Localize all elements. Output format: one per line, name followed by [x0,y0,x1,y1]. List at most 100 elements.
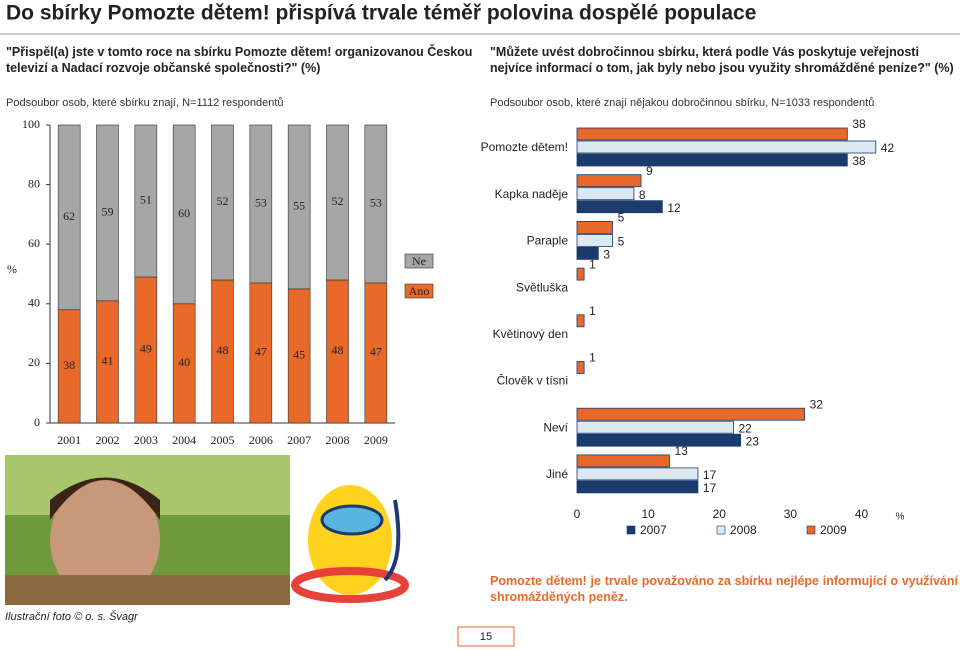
bar [576,467,699,481]
chart-title: "Přispěl(a) jste v tomto roce na sbírku … [6,45,473,75]
x-tick-label: 2002 [96,433,120,447]
value-label: 42 [881,141,895,155]
value-label: 5 [618,211,625,225]
bar-segment [364,124,388,284]
bar-segment [211,124,234,281]
bar [576,220,613,234]
page-box [457,626,515,647]
value-label: 13 [674,444,688,458]
photo-log [5,575,290,605]
legend-label: Ne [412,254,426,268]
legend-label: 2007 [640,523,667,537]
value-label: 47 [370,345,382,359]
value-label: 22 [739,421,753,435]
bar-segment [57,124,81,311]
bar [576,361,585,374]
bar [576,246,599,260]
caption: Pomozte dětem! je trvale považováno za s… [490,574,958,604]
category-label: Pomozte dětem! [481,140,568,154]
page-number: 15 [480,631,492,643]
x-tick-label: 2003 [134,433,158,447]
y-tick-label: 20 [28,355,40,369]
value-label: 3 [603,248,610,262]
x-tick-label: 2001 [57,433,81,447]
x-tick-label: 2006 [249,433,273,447]
value-label: 59 [102,205,114,219]
category-label: Jiné [546,467,568,481]
bar-segment [172,124,196,305]
value-label: 23 [746,434,760,448]
bar [576,267,585,281]
x-tick-label: 0 [574,507,581,521]
chart-subtitle: Podsoubor osob, které znají nějakou dobr… [490,97,875,109]
value-label: 52 [217,194,229,208]
value-label: 38 [63,358,75,372]
bar [576,200,663,214]
y-axis-label: % [7,262,17,276]
value-label: 38 [852,154,866,168]
y-tick-label: 0 [34,415,40,429]
value-label: 48 [217,343,229,357]
bar [576,454,670,468]
mascot-ring [291,567,409,603]
x-tick-label: 2009 [364,433,388,447]
category-label: Paraple [527,234,569,248]
bar [576,407,806,421]
legend-label: 2008 [730,523,757,537]
bar [576,187,635,201]
bar [576,140,877,154]
bar-segment [96,124,119,302]
x-tick-label: 2004 [172,433,196,447]
value-label: 40 [178,355,190,369]
x-tick-label: 10 [641,507,655,521]
legend-swatch [716,525,726,535]
x-tick-label: 2008 [326,433,350,447]
value-label: 17 [703,468,717,482]
bar [576,314,585,328]
mascot-snorkel [383,499,401,582]
value-label: 55 [293,199,305,213]
category-label: Neví [543,420,568,434]
y-tick-label: 40 [28,296,40,310]
value-label: 48 [332,343,344,357]
bar-segment [249,124,273,284]
value-label: 47 [255,345,267,359]
value-label: 53 [370,196,382,210]
bar [576,433,742,447]
slide-title: Do sbírky Pomozte dětem! přispívá trvale… [6,2,756,25]
mascot-mask [320,504,384,536]
value-label: 12 [667,201,681,215]
legend-swatch [806,525,816,535]
value-label: 1 [589,351,596,365]
x-tick-label: 2005 [211,433,235,447]
value-label: 38 [852,117,866,131]
category-label: Člověk v tísni [497,373,568,388]
value-label: 62 [63,209,75,223]
legend-swatch [626,525,636,535]
photo-credit: Ilustrační foto © o. s. Švagr [5,610,139,623]
value-label: 41 [102,354,114,368]
x-axis-label: % [896,512,905,523]
value-label: 51 [140,193,152,207]
value-label: 8 [639,188,646,202]
chart-title: "Můžete uvést dobročinnou sbírku, která … [490,45,954,75]
value-label: 1 [589,304,596,318]
bar [576,127,848,141]
value-label: 17 [703,481,717,495]
bar-segment [287,124,311,290]
value-label: 52 [332,194,344,208]
photo-face [50,478,160,602]
bar [576,480,699,494]
bar [576,153,848,167]
bar-segment [134,124,158,278]
x-tick-label: 2007 [287,433,311,447]
y-tick-label: 100 [22,117,40,131]
value-label: 53 [255,196,267,210]
x-tick-label: 20 [713,507,727,521]
y-tick-label: 60 [28,236,40,250]
bar-segment [326,124,349,281]
bar [576,420,734,434]
